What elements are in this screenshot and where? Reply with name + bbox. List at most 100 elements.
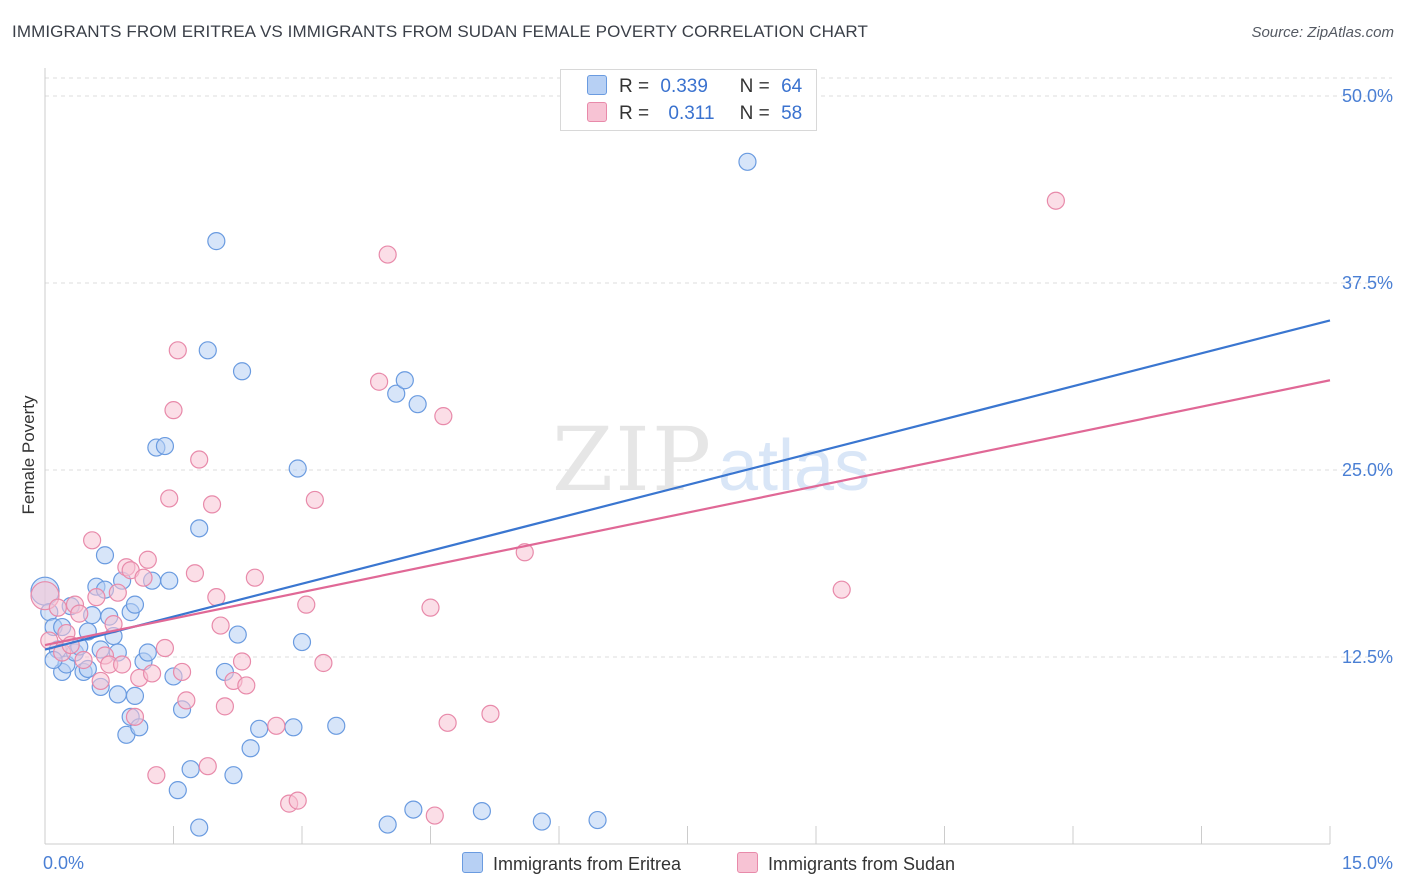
eritrea-point (108, 685, 127, 704)
legend-swatch-sudan (587, 102, 607, 122)
sudan-point (198, 757, 217, 776)
eritrea-point (190, 818, 209, 837)
y-tick-label: 50.0% (1342, 86, 1393, 106)
eritrea-point (228, 625, 247, 644)
legend-n-label: N = (739, 103, 770, 124)
legend-box: R = 0.339 N = 64 R = 0.311 N = 58 (560, 69, 817, 131)
sudan-point (425, 806, 444, 825)
eritrea-point (190, 519, 209, 538)
sudan-point (211, 616, 230, 635)
sudan-point (1046, 191, 1065, 210)
sudan-point (155, 638, 175, 658)
sudan-point (481, 704, 500, 723)
sudan-point (108, 583, 127, 602)
sudan-point (237, 676, 256, 695)
eritrea-point (250, 719, 269, 738)
trend-line-eritrea (44, 319, 1331, 651)
sudan-point (314, 653, 333, 673)
sudan-point (164, 401, 183, 420)
eritrea-point (125, 686, 145, 705)
bottom-legend-eritrea: Immigrants from Eritrea (462, 852, 681, 875)
series-sudan-points (30, 191, 1065, 825)
sudan-point (160, 489, 179, 508)
eritrea-point (404, 800, 423, 819)
legend-r-value: 0.311 (668, 103, 715, 124)
source-label: Source: ZipAtlas.com (1251, 24, 1394, 41)
sudan-point (232, 652, 252, 671)
watermark-zip: ZIP (552, 408, 713, 511)
y-axis-title: Female Poverty (19, 395, 38, 515)
legend-swatch-eritrea (587, 75, 607, 95)
trend-line-sudan (44, 379, 1331, 647)
sudan-point (434, 407, 453, 426)
x-tick-label: 15.0% (1342, 853, 1393, 873)
legend-r-label: R = (619, 103, 650, 124)
bottom-legend-sudan: Immigrants from Sudan (737, 852, 955, 875)
watermark: ZIP atlas (552, 408, 870, 511)
sudan-point (83, 531, 102, 550)
legend-n-value: 58 (781, 103, 803, 124)
sudan-point (202, 495, 222, 514)
eritrea-point (181, 760, 200, 779)
eritrea-point (155, 436, 175, 456)
sudan-point (112, 655, 132, 674)
sudan-point (305, 490, 324, 510)
sudan-point (177, 691, 196, 710)
sudan-point (91, 671, 110, 691)
sudan-point (215, 697, 234, 716)
eritrea-point (241, 739, 260, 758)
sudan-point (147, 766, 166, 785)
eritrea-point (168, 781, 187, 800)
y-tick-label: 12.5% (1342, 647, 1393, 667)
tick-labels: 12.5% 25.0% 37.5% 50.0% 0.0% 15.0% (43, 86, 1393, 873)
eritrea-point (224, 766, 243, 785)
trend-lines (44, 319, 1331, 651)
sudan-point (421, 598, 440, 617)
sudan-point (185, 564, 205, 583)
bottom-legend-label-sudan: Immigrants from Sudan (768, 854, 956, 874)
sudan-point (378, 245, 397, 264)
eritrea-point (95, 546, 115, 565)
sudan-point (142, 664, 162, 683)
sudan-point (138, 550, 157, 569)
eritrea-point (288, 459, 307, 478)
bottom-legend-swatch-eritrea (462, 852, 483, 873)
legend-row-eritrea: R = 0.339 N = 64 (587, 75, 802, 99)
legend-n-value: 64 (781, 76, 803, 97)
sudan-point (168, 341, 187, 360)
eritrea-point (387, 384, 406, 403)
eritrea-point (395, 371, 414, 390)
sudan-point (125, 707, 145, 726)
sudan-point (438, 713, 457, 732)
eritrea-point (160, 571, 179, 590)
sudan-point (245, 568, 264, 587)
sudan-point (267, 716, 286, 735)
watermark-atlas: atlas (718, 426, 870, 506)
eritrea-point (472, 801, 491, 821)
sudan-point (288, 791, 307, 810)
x-tick-label: 0.0% (43, 853, 84, 873)
legend-n-label: N = (739, 76, 770, 97)
eritrea-point (198, 341, 217, 360)
chart-title: IMMIGRANTS FROM ERITREA VS IMMIGRANTS FR… (12, 22, 868, 41)
eritrea-point (284, 718, 303, 737)
axes (44, 68, 1331, 845)
sudan-point (190, 450, 209, 469)
eritrea-point (138, 643, 157, 662)
y-tick-label: 37.5% (1342, 273, 1393, 293)
sudan-point (74, 650, 93, 670)
eritrea-point (292, 632, 312, 652)
eritrea-point (207, 232, 226, 251)
sudan-point (370, 372, 389, 391)
eritrea-point (532, 812, 551, 831)
bottom-legend-swatch-sudan (737, 852, 758, 873)
legend-row-sudan: R = 0.311 N = 58 (587, 102, 802, 126)
eritrea-point (738, 152, 757, 171)
bottom-legend-label-eritrea: Immigrants from Eritrea (493, 854, 682, 874)
sudan-point (87, 588, 106, 607)
sudan-point (832, 580, 851, 599)
sudan-point (172, 662, 192, 682)
eritrea-point (408, 395, 427, 414)
legend-r-value: 0.339 (660, 76, 708, 97)
